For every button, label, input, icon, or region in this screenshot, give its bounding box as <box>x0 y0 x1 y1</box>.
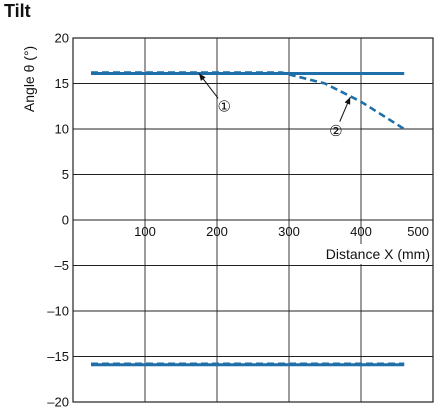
annotations: ①② <box>198 73 351 140</box>
y-tick-label: –10 <box>47 304 69 319</box>
chart-title: Tilt <box>4 1 31 21</box>
series-line-dashed <box>91 71 405 131</box>
x-tick-label: 200 <box>206 224 228 239</box>
y-tick-label: 15 <box>55 76 69 91</box>
grid <box>73 38 433 402</box>
plot-frame <box>72 37 434 403</box>
x-tick-label: 500 <box>407 224 429 239</box>
y-tick-label: 5 <box>62 167 69 182</box>
x-axis-label: Distance X (mm) <box>326 246 430 262</box>
tick-labels: 100 200 300 400 500 20 15 10 5 0 –5 –10 –15 –20 <box>47 31 429 409</box>
y-tick-label: 10 <box>55 122 69 137</box>
series-group <box>91 71 405 367</box>
y-tick-label: –20 <box>47 395 69 409</box>
annotation-label: ② <box>329 122 342 140</box>
y-tick-label: –15 <box>47 349 69 364</box>
annotation-label: ① <box>217 97 230 115</box>
annotation-arrowhead <box>199 73 206 81</box>
y-tick-label: 20 <box>55 31 69 46</box>
x-tick-label: 400 <box>350 224 372 239</box>
x-tick-label: 100 <box>134 224 156 239</box>
x-axis-label-background <box>312 244 432 264</box>
x-tick-label: 300 <box>278 224 300 239</box>
annotation-arrowhead <box>344 97 351 105</box>
y-axis-label: Angle θ (°) <box>21 46 37 112</box>
y-tick-label: –5 <box>55 258 69 273</box>
y-tick-label: 0 <box>62 213 69 228</box>
